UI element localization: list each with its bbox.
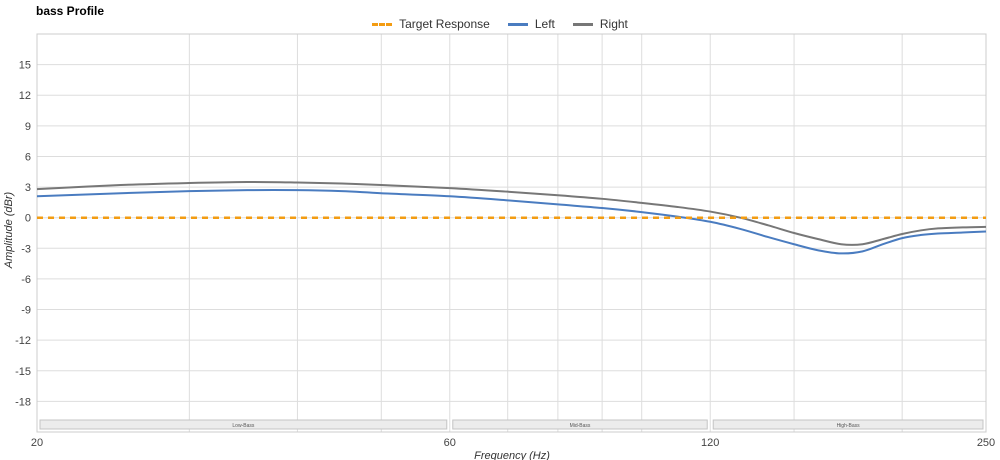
- legend: Target Response Left Right: [0, 17, 1000, 31]
- y-tick-label: 0: [25, 213, 31, 225]
- y-tick-label: 9: [25, 121, 31, 133]
- y-axis-label: Amplitude (dBr): [3, 191, 15, 269]
- band-labels: Low-Bass Mid-Bass High-Bass: [39, 419, 984, 430]
- axes: 15 12 9 6 3 0 -3 -6 -9 -12 -15 -18 20 60 120 250: [15, 60, 995, 449]
- y-tick-label: -12: [15, 335, 31, 347]
- legend-item-target[interactable]: Target Response: [372, 17, 490, 31]
- legend-label-left: Left: [534, 17, 555, 31]
- legend-swatch-left: [507, 22, 528, 26]
- chart-title: bass Profile: [36, 4, 105, 18]
- grid: [36, 33, 987, 433]
- y-tick-label: 12: [19, 90, 31, 102]
- y-tick-label: -3: [21, 243, 31, 255]
- y-tick-label: 3: [25, 182, 31, 194]
- y-tick-label: 15: [19, 60, 31, 72]
- y-tick-label: -15: [15, 366, 31, 378]
- series-line-left: [36, 189, 987, 255]
- band-label: Mid-Bass: [570, 423, 591, 429]
- x-tick-label: 120: [701, 437, 719, 449]
- plot-frame: [36, 33, 987, 433]
- band-label: High-Bass: [837, 423, 861, 429]
- legend-swatch-right: [572, 22, 593, 26]
- legend-swatch-target: [372, 22, 393, 26]
- legend-item-right[interactable]: Right: [572, 17, 628, 31]
- y-tick-label: -18: [15, 396, 31, 408]
- x-tick-label: 60: [444, 437, 456, 449]
- legend-label-target: Target Response: [399, 17, 490, 31]
- x-tick-label: 250: [977, 437, 995, 449]
- band-box: [712, 419, 984, 430]
- y-tick-label: -6: [21, 274, 31, 286]
- band-box: [452, 419, 708, 430]
- legend-label-right: Right: [599, 17, 628, 31]
- x-axis-label: Frequency (Hz): [474, 450, 550, 460]
- series-lines: [36, 180, 987, 255]
- legend-item-left[interactable]: Left: [507, 17, 555, 31]
- y-tick-label: 6: [25, 151, 31, 163]
- series-line-right: [36, 180, 987, 246]
- band-label: Low-Bass: [232, 423, 254, 429]
- band-box: [39, 419, 448, 430]
- x-tick-label: 20: [31, 437, 43, 449]
- y-tick-label: -9: [21, 305, 31, 317]
